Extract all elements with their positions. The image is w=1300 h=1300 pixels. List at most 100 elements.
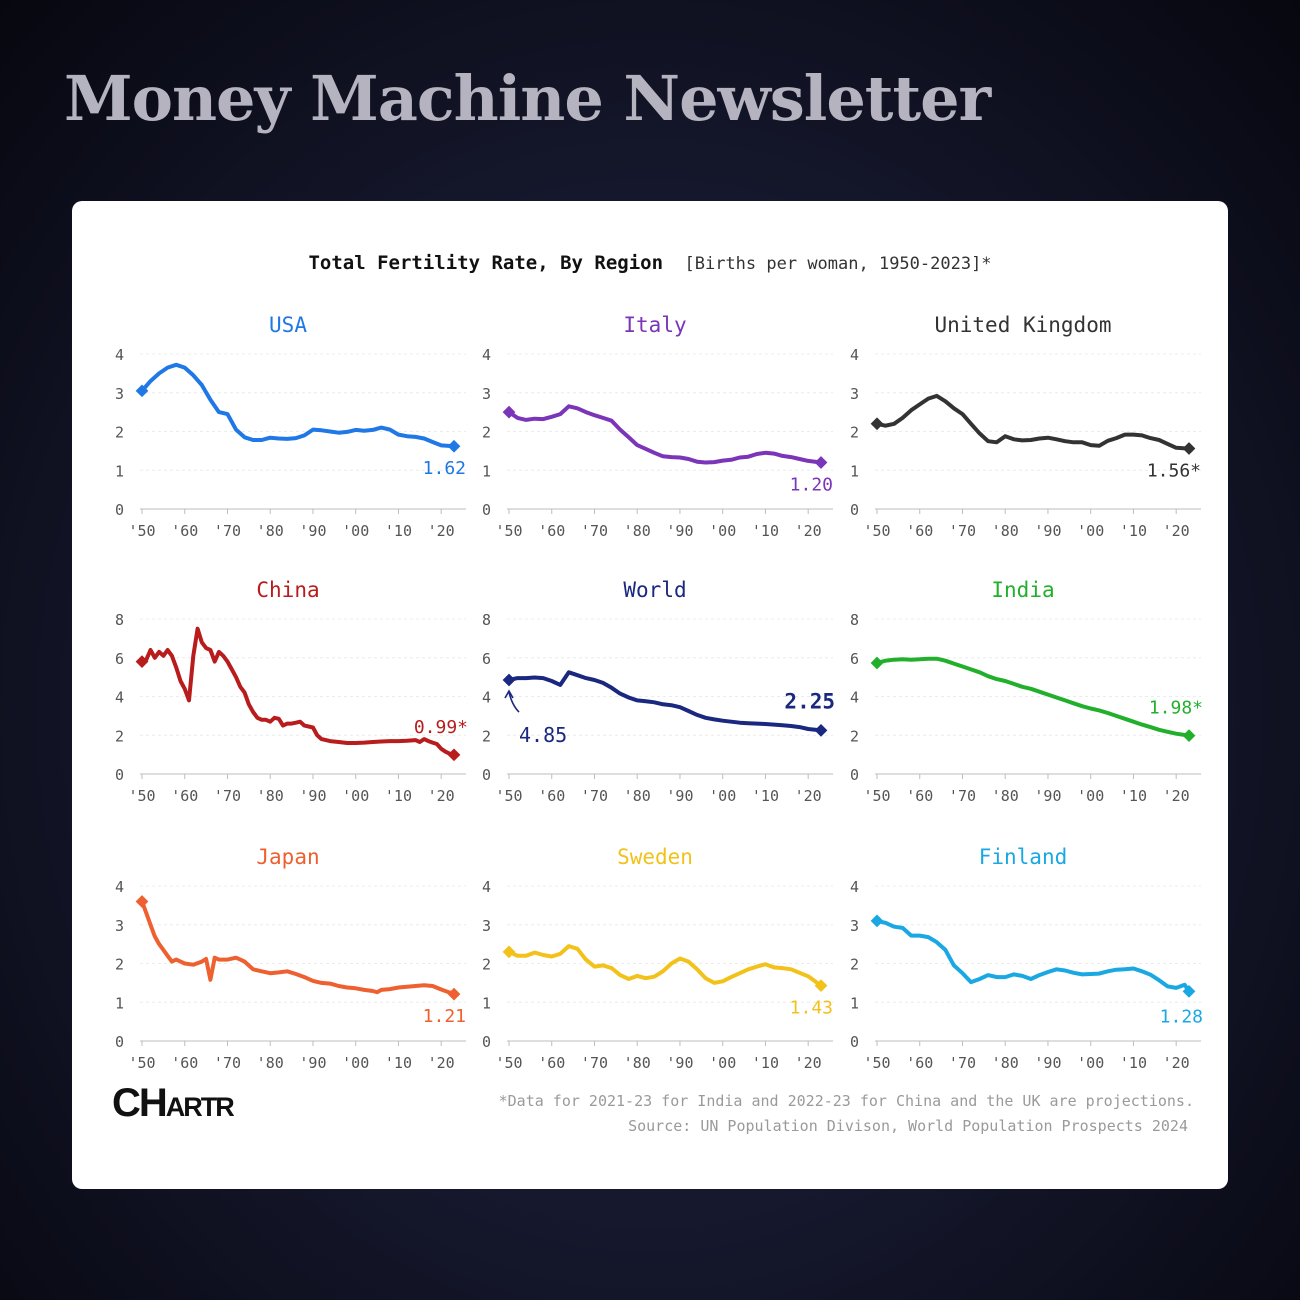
x-tick-label: '00 bbox=[709, 1054, 736, 1072]
chart-heading: Total Fertility Rate, By Region [Births … bbox=[308, 252, 991, 274]
y-tick-label: 1 bbox=[850, 994, 859, 1012]
y-tick-label: 3 bbox=[115, 917, 124, 935]
x-tick-label: '60 bbox=[171, 787, 198, 805]
end-point-usa bbox=[447, 439, 461, 453]
y-tick-label: 2 bbox=[850, 424, 859, 442]
x-tick-label: '10 bbox=[1120, 522, 1147, 540]
x-tick-label: '50 bbox=[495, 787, 522, 805]
panel-title-sweden: Sweden bbox=[617, 845, 693, 869]
y-tick-label: 2 bbox=[482, 727, 491, 745]
y-tick-label: 2 bbox=[850, 956, 859, 974]
start-point-united-kingdom bbox=[870, 417, 884, 431]
y-tick-label: 4 bbox=[115, 346, 124, 364]
x-tick-label: '50 bbox=[128, 522, 155, 540]
x-tick-label: '70 bbox=[214, 787, 241, 805]
x-tick-label: '20 bbox=[795, 522, 822, 540]
x-tick-label: '90 bbox=[299, 787, 326, 805]
source-note: Source: UN Population Divison, World Pop… bbox=[628, 1117, 1188, 1135]
series-line-world bbox=[507, 670, 823, 733]
y-tick-label: 2 bbox=[482, 424, 491, 442]
x-tick-label: '00 bbox=[1077, 787, 1104, 805]
start-point-sweden bbox=[502, 945, 516, 959]
x-tick-label: '90 bbox=[666, 522, 693, 540]
x-tick-label: '00 bbox=[709, 787, 736, 805]
panel-title-italy: Italy bbox=[623, 313, 686, 337]
panel-china: China 0 2 4 6 8 '50 '60 '70 '80 '90 '00 '10 '20 0.99* bbox=[115, 578, 468, 805]
series-line-japan bbox=[140, 899, 456, 997]
panel-united-kingdom: United Kingdom 0 1 2 3 4 '50 '60 '70 '80 '90 '00 '10… bbox=[850, 313, 1201, 540]
x-tick-label: '10 bbox=[385, 522, 412, 540]
series-line-finland bbox=[875, 918, 1191, 994]
y-tick-label: 6 bbox=[482, 650, 491, 668]
y-tick-label: 3 bbox=[482, 385, 491, 403]
series-line-italy bbox=[507, 404, 823, 465]
panel-title-japan: Japan bbox=[256, 845, 319, 869]
y-tick-label: 1 bbox=[850, 462, 859, 480]
logo-letter-c: C bbox=[112, 1081, 141, 1125]
end-point-japan bbox=[447, 987, 461, 1001]
x-tick-label: '90 bbox=[299, 1054, 326, 1072]
x-tick-label: '00 bbox=[342, 1054, 369, 1072]
x-tick-label: '70 bbox=[949, 522, 976, 540]
newsletter-title: Money Machine Newsletter bbox=[64, 62, 991, 135]
panel-title-china: China bbox=[256, 578, 319, 602]
x-tick-label: '80 bbox=[992, 787, 1019, 805]
y-tick-label: 2 bbox=[115, 727, 124, 745]
x-tick-label: '10 bbox=[385, 787, 412, 805]
panel-title-usa: USA bbox=[269, 313, 307, 337]
y-tick-label: 0 bbox=[850, 766, 859, 784]
x-tick-label: '50 bbox=[128, 787, 155, 805]
panel-title-india: India bbox=[991, 578, 1054, 602]
small-multiples: USA 0 1 2 3 4 '50 '60 '70 '80 '90 '00 '10 '20 1.62 Ital… bbox=[115, 313, 1203, 1072]
chart-card: Total Fertility Rate, By Region [Births … bbox=[72, 201, 1228, 1189]
series-line-china bbox=[140, 626, 456, 757]
y-tick-label: 2 bbox=[482, 956, 491, 974]
y-tick-label: 1 bbox=[115, 994, 124, 1012]
y-tick-label: 3 bbox=[850, 917, 859, 935]
x-tick-label: '60 bbox=[171, 1054, 198, 1072]
y-tick-label: 4 bbox=[115, 878, 124, 896]
x-tick-label: '20 bbox=[1163, 522, 1190, 540]
panel-title-finland: Finland bbox=[979, 845, 1068, 869]
start-arrow-head bbox=[504, 689, 514, 699]
x-tick-label: '80 bbox=[624, 787, 651, 805]
end-value-label-italy: 1.20 bbox=[790, 475, 833, 496]
start-point-india bbox=[870, 656, 884, 670]
y-tick-label: 0 bbox=[482, 766, 491, 784]
y-tick-label: 8 bbox=[850, 611, 859, 629]
x-tick-label: '20 bbox=[1163, 787, 1190, 805]
x-tick-label: '90 bbox=[666, 787, 693, 805]
y-tick-label: 2 bbox=[850, 727, 859, 745]
panel-usa: USA 0 1 2 3 4 '50 '60 '70 '80 '90 '00 '10 '20 1.62 bbox=[115, 313, 466, 540]
x-tick-label: '50 bbox=[495, 1054, 522, 1072]
x-tick-label: '80 bbox=[257, 1054, 284, 1072]
series-line-sweden bbox=[507, 944, 823, 988]
panel-india: India 0 2 4 6 8 '50 '60 '70 '80 '90 '00 '10 '20 1.98* bbox=[850, 578, 1203, 805]
x-tick-label: '00 bbox=[1077, 1054, 1104, 1072]
end-value-label-sweden: 1.43 bbox=[790, 998, 833, 1019]
y-tick-label: 4 bbox=[482, 689, 491, 707]
y-tick-label: 0 bbox=[115, 766, 124, 784]
end-point-italy bbox=[814, 456, 828, 469]
end-value-label-world: 2.25 bbox=[784, 689, 835, 713]
start-point-japan bbox=[135, 895, 149, 908]
y-tick-label: 4 bbox=[850, 878, 859, 896]
y-tick-label: 0 bbox=[850, 1033, 859, 1051]
x-tick-label: '80 bbox=[992, 522, 1019, 540]
x-tick-label: '50 bbox=[495, 522, 522, 540]
x-tick-label: '70 bbox=[949, 787, 976, 805]
series-line-usa bbox=[140, 362, 456, 449]
x-tick-label: '60 bbox=[538, 1054, 565, 1072]
x-tick-label: '60 bbox=[906, 787, 933, 805]
end-value-label-finland: 1.28 bbox=[1160, 1006, 1203, 1027]
end-value-label-india: 1.98* bbox=[1149, 698, 1203, 719]
y-tick-label: 6 bbox=[115, 650, 124, 668]
y-tick-label: 0 bbox=[115, 1033, 124, 1051]
panel-world: World 0 2 4 6 8 '50 '60 '70 '80 '90 '00 '10 '20 2.25 4.… bbox=[482, 578, 835, 805]
y-tick-label: 4 bbox=[482, 878, 491, 896]
x-tick-label: '00 bbox=[342, 522, 369, 540]
x-tick-label: '90 bbox=[666, 1054, 693, 1072]
panel-italy: Italy 0 1 2 3 4 '50 '60 '70 '80 '90 '00 '10 '20 1.20 bbox=[482, 313, 833, 540]
end-point-united-kingdom bbox=[1182, 442, 1196, 455]
x-tick-label: '80 bbox=[992, 1054, 1019, 1072]
